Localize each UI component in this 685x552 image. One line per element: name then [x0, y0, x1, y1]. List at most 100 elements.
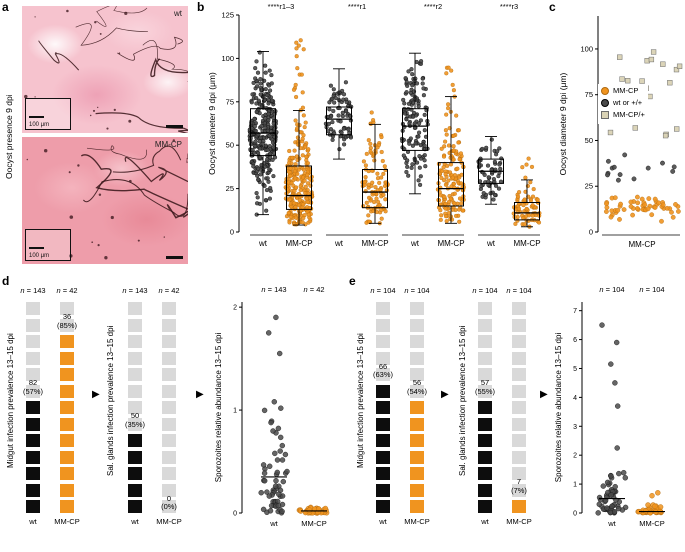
tissue-spot — [66, 9, 69, 13]
chart-text: 25 — [226, 184, 234, 193]
data-point — [660, 160, 665, 166]
chart-text: 0 — [233, 511, 237, 518]
data-point — [372, 199, 377, 205]
waffle-column-mm-cp — [162, 302, 176, 513]
data-point — [368, 149, 373, 154]
data-point — [253, 66, 258, 71]
data-point — [615, 505, 622, 512]
data-point — [268, 419, 274, 426]
data-point — [296, 203, 301, 208]
waffle-square — [162, 335, 176, 348]
data-point — [446, 65, 451, 70]
data-point — [272, 483, 279, 489]
data-point — [655, 490, 661, 496]
tissue-spot — [77, 164, 80, 167]
data-point — [628, 199, 634, 205]
data-point — [249, 142, 254, 147]
data-point — [454, 213, 459, 218]
data-point — [373, 148, 378, 153]
data-point — [660, 202, 666, 208]
waffle-square — [410, 417, 424, 431]
waffle-count-label: 7 (7%) — [511, 477, 527, 495]
legend-label: MM-CP/+ — [613, 110, 645, 119]
data-point — [306, 507, 313, 513]
data-point — [516, 206, 521, 211]
waffle-square — [128, 335, 142, 348]
data-point — [439, 175, 444, 181]
data-point — [344, 100, 349, 105]
data-point — [379, 207, 384, 213]
data-point — [410, 162, 415, 167]
tissue-spot — [98, 193, 102, 197]
data-point — [608, 361, 614, 367]
arrow-icon: ▶ — [196, 389, 204, 400]
oocyst-diameter-boxplot: 0 25 50 75 100 125 Oocyst diameter 9 dpi (μm) *… — [207, 2, 542, 248]
oocyst-diameter-scatter: 0 25 50 75 100 Oocyst diameter 9 dpi (μm) MM-C… — [558, 16, 683, 249]
chart-rect — [639, 78, 645, 84]
salivary-prevalence-axis-label-d: Sal. glands infection prevalence 13–15 d… — [106, 325, 115, 477]
data-point — [422, 128, 427, 133]
data-point — [277, 434, 284, 441]
data-point — [457, 157, 462, 162]
waffle-square — [512, 483, 526, 497]
dots-wt — [595, 322, 629, 516]
data-point — [279, 457, 286, 463]
data-point — [383, 209, 388, 214]
waffle-square — [512, 434, 526, 447]
data-point — [301, 175, 306, 180]
data-point — [296, 142, 301, 147]
data-point — [300, 90, 305, 95]
data-point — [529, 164, 535, 169]
n-label: n = 143 — [261, 285, 286, 294]
data-point — [293, 205, 298, 210]
chart-text: 0 — [230, 228, 234, 237]
waffle-x-label: wt — [481, 517, 489, 526]
chart-text: 75 — [585, 90, 593, 99]
data-point — [267, 167, 272, 172]
data-point — [256, 98, 261, 103]
waffle-square — [478, 318, 492, 332]
data-point — [263, 87, 268, 92]
waffle-n-label: n = 104 — [404, 286, 430, 295]
data-point — [275, 502, 282, 509]
waffle-square — [478, 450, 492, 464]
waffle-square — [162, 450, 176, 464]
data-point — [377, 203, 382, 208]
data-point — [622, 152, 628, 158]
data-point — [364, 200, 369, 205]
chart-rect — [617, 54, 623, 60]
data-point — [419, 59, 424, 64]
data-point — [362, 180, 367, 185]
tissue-spot — [137, 239, 140, 242]
data-point — [517, 190, 522, 195]
data-point — [404, 80, 409, 85]
data-point — [263, 116, 268, 121]
data-point — [344, 109, 349, 114]
data-point — [604, 479, 611, 486]
data-point — [446, 199, 452, 205]
data-point — [375, 171, 380, 176]
tissue-spot — [128, 119, 132, 123]
tissue-spot — [26, 158, 29, 161]
data-point — [299, 72, 304, 77]
data-point — [405, 83, 410, 88]
waffle-square — [26, 368, 40, 381]
legend-item-mmcp: MM-CP — [601, 86, 645, 95]
waffle-square — [26, 500, 40, 513]
tissue-filament — [112, 145, 182, 173]
data-point — [520, 165, 525, 170]
data-point — [294, 40, 299, 45]
waffle-square — [60, 401, 74, 414]
data-point — [528, 180, 533, 185]
tissue-filament — [95, 112, 188, 133]
tissue-spot — [94, 21, 97, 24]
data-point — [479, 183, 484, 189]
data-point — [263, 70, 268, 75]
data-point — [451, 144, 456, 149]
tissue-spot — [110, 215, 114, 220]
data-point — [459, 201, 464, 206]
data-point — [642, 508, 649, 514]
waffle-n-label: n = 42 — [56, 286, 78, 295]
data-point — [449, 68, 454, 73]
waffle-square — [410, 335, 424, 348]
